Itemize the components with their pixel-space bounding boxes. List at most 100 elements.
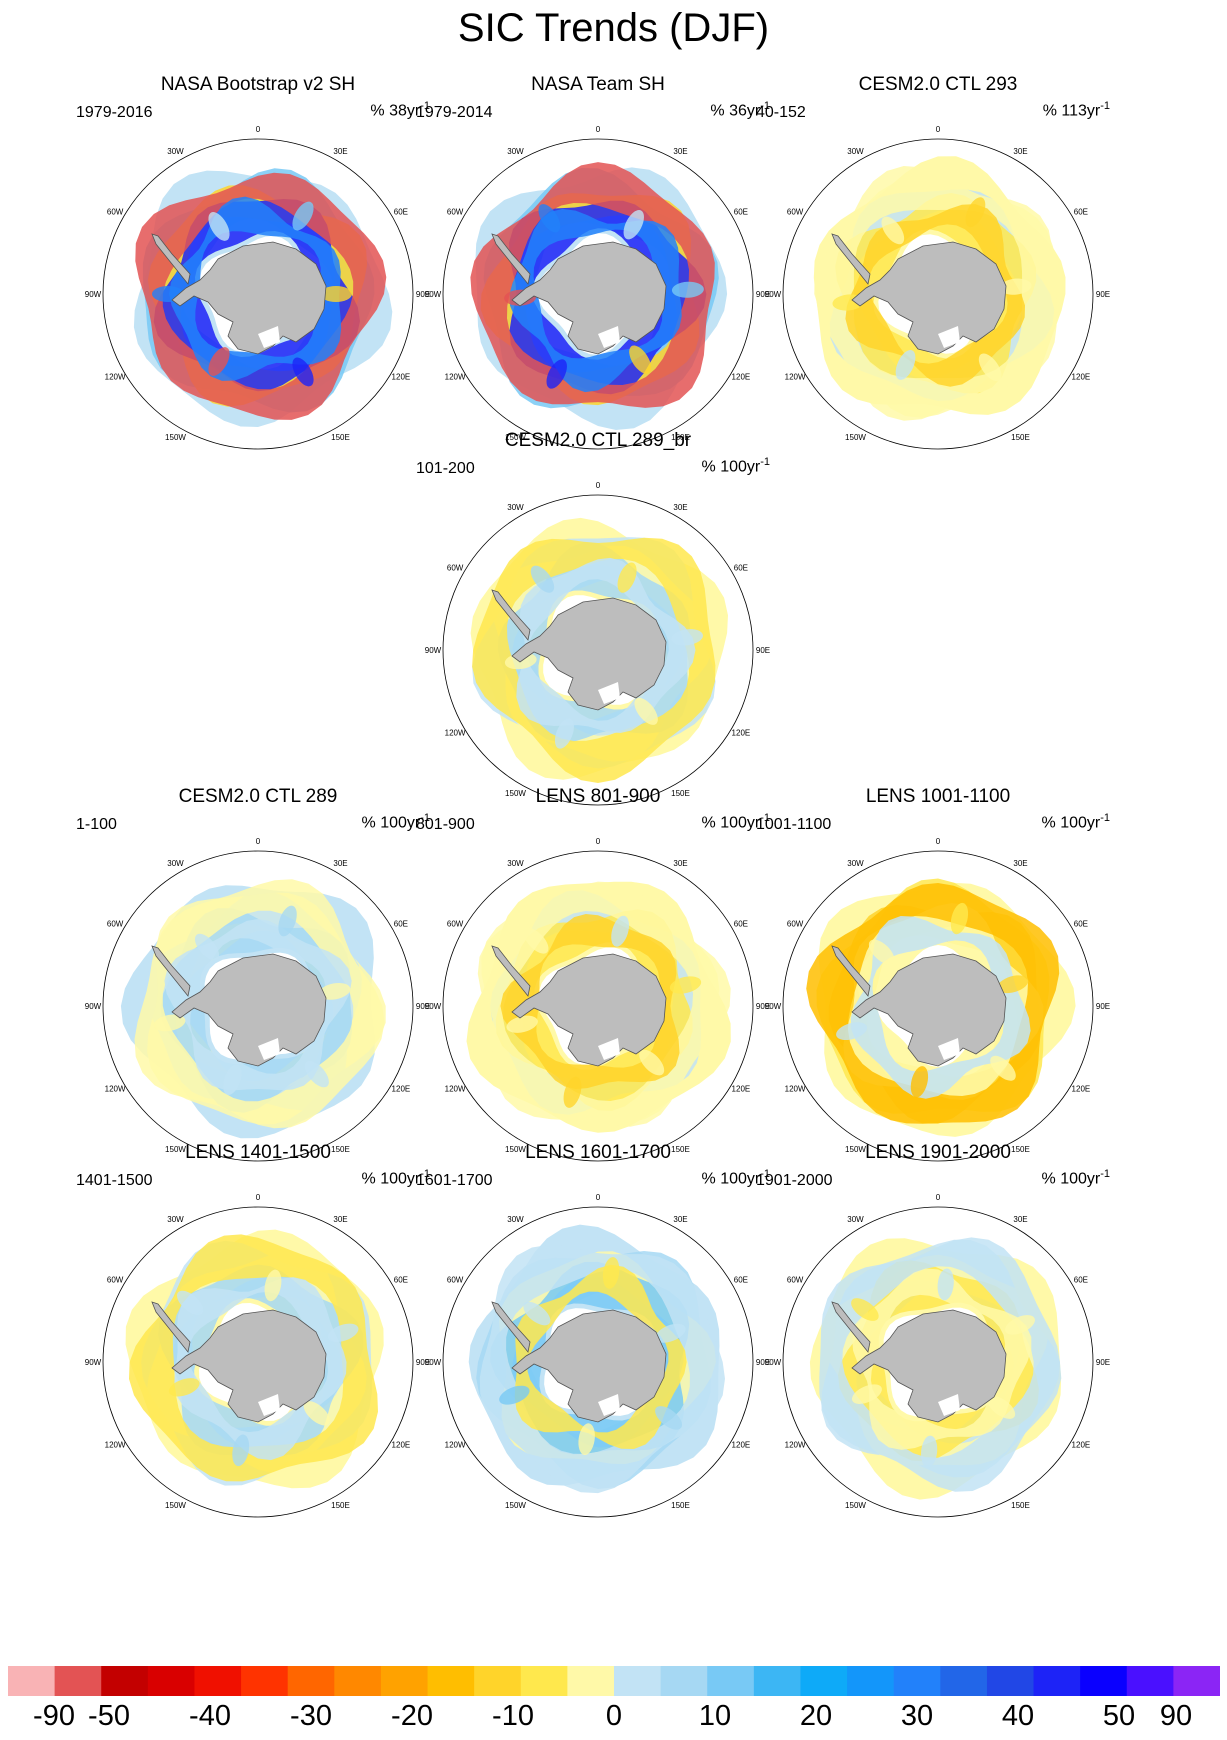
longitude-label: 90E (756, 646, 770, 655)
colorbar (8, 1666, 1220, 1696)
sic-trend-anomaly (999, 278, 1032, 295)
colorbar-tick-label: -40 (189, 1700, 231, 1732)
colorbar-tick-label: -90 (33, 1700, 75, 1732)
colorbar-swatch (8, 1666, 56, 1696)
colorbar-swatch (1033, 1666, 1081, 1696)
longitude-label: 150E (671, 789, 690, 798)
sic-trend-anomaly (629, 345, 652, 374)
longitude-label: 120W (785, 1085, 806, 1094)
antarctica-land (851, 241, 1007, 355)
map-panel: NASA Bootstrap v2 SH 1979-2016 % 38yr-1 0 30… (68, 74, 448, 454)
colorbar-swatch (847, 1666, 895, 1696)
longitude-label: 30W (507, 1215, 524, 1224)
map-panel: LENS 1001-1100 1001-1100 % 100yr-1 0 30E 60E 9… (748, 786, 1128, 1166)
antarctic-peninsula (831, 945, 871, 997)
sic-trend-anomaly (320, 286, 352, 302)
longitude-label: 30E (333, 859, 347, 868)
colorbar-swatch (474, 1666, 522, 1696)
longitude-label: 60E (394, 920, 408, 929)
colorbar-swatch (334, 1666, 382, 1696)
sic-trend-anomaly (208, 347, 230, 376)
sic-trend-field (169, 196, 342, 381)
sic-trend-anomaly (546, 359, 567, 389)
longitude-label: 90W (85, 290, 102, 299)
longitude-label: 120E (392, 373, 411, 382)
longitude-label: 150W (505, 1145, 526, 1154)
colorbar-swatch (101, 1666, 149, 1696)
sic-trend-anomaly (836, 1022, 868, 1041)
panel-period: 1601-1700 (416, 1172, 493, 1189)
longitude-label: 30W (847, 859, 864, 868)
longitude-label: 150E (671, 1145, 690, 1154)
panel-units: % 38yr-1 (370, 100, 430, 120)
longitude-label: 0 (256, 1193, 261, 1202)
longitude-label: 30E (673, 503, 687, 512)
colorbar-swatch (567, 1666, 615, 1696)
longitude-label: 30E (333, 1215, 347, 1224)
longitude-label: 0 (936, 837, 941, 846)
map-boundary (102, 138, 414, 450)
sic-trend-anomaly (292, 201, 314, 231)
sic-trend-anomaly (554, 718, 574, 749)
antarctic-peninsula (491, 233, 531, 285)
sic-trend-anomaly (208, 212, 230, 241)
longitude-label: 150E (331, 1501, 350, 1510)
ross-ice-shelf (598, 1394, 620, 1416)
antarctic-peninsula (831, 233, 871, 285)
longitude-label: 0 (596, 1193, 601, 1202)
longitude-label: 90W (425, 646, 442, 655)
map-panel: CESM2.0 CTL 289 1-100 % 100yr-1 0 30E 60E 90E 1… (68, 786, 448, 1166)
longitude-label: 90E (1096, 290, 1110, 299)
antarctica-land (511, 1309, 667, 1423)
sic-trend-anomaly (671, 281, 704, 298)
longitude-label: 150E (1011, 1145, 1030, 1154)
colorbar-swatch (520, 1666, 568, 1696)
longitude-label: 30W (507, 503, 524, 512)
colorbar-swatch (1173, 1666, 1220, 1696)
colorbar-swatch (893, 1666, 941, 1696)
panel-period: 40-152 (756, 104, 806, 121)
longitude-label: 150W (845, 1501, 866, 1510)
ross-ice-shelf (598, 326, 620, 348)
sic-trend-anomaly (499, 1385, 530, 1405)
longitude-label: 120W (445, 1441, 466, 1450)
sic-trend-anomaly (153, 1014, 186, 1032)
panel-title: LENS 801-900 (535, 786, 661, 807)
longitude-label: 120E (732, 1085, 751, 1094)
chart-title: SIC Trends (DJF) (457, 6, 770, 50)
sic-trend-anomaly (223, 1064, 242, 1096)
panel-period: 1001-1100 (756, 816, 832, 833)
longitude-label: 30W (847, 147, 864, 156)
longitude-label: 60E (1074, 208, 1088, 217)
sic-trend-anomaly (655, 1406, 683, 1430)
longitude-label: 120E (1072, 1441, 1091, 1450)
longitude-label: 60E (734, 208, 748, 217)
antarctica-land (851, 953, 1007, 1067)
colorbar-swatch (660, 1666, 708, 1696)
panel-title: NASA Team SH (531, 74, 665, 95)
longitude-label: 0 (256, 837, 261, 846)
map-boundary (782, 850, 1094, 1162)
map-boundary (102, 1206, 414, 1518)
longitude-label: 120W (105, 1085, 126, 1094)
longitude-label: 60E (734, 920, 748, 929)
sic-trend-anomaly (965, 197, 986, 228)
colorbar-swatch (986, 1666, 1035, 1696)
longitude-label: 150W (165, 1145, 186, 1154)
polar-map: 030E60E90E120E150E180150W120W90W60W30W (425, 481, 770, 806)
antarctic-peninsula (491, 1301, 531, 1353)
antarctic-peninsula (151, 945, 191, 997)
map-panel: NASA Team SH 1979-2014 % 36yr-1 0 30E 60E 90E 1… (408, 74, 788, 454)
longitude-label: 60E (734, 1276, 748, 1285)
panel-title: LENS 1401-1500 (185, 1142, 331, 1163)
panel-units: % 100yr-1 (361, 812, 430, 832)
map-boundary (442, 850, 754, 1162)
longitude-label: 120W (785, 373, 806, 382)
colorbar-labels: -90 -50 -40 -30 -20 -10 0 10 20 30 40 50 90 (8, 1700, 1220, 1740)
longitude-label: 150W (165, 433, 186, 442)
sic-trend-anomaly (523, 1301, 551, 1326)
longitude-label: 150W (845, 433, 866, 442)
colorbar-swatch (614, 1666, 662, 1696)
panel-title: LENS 1601-1700 (525, 1142, 671, 1163)
longitude-label: 120E (732, 1441, 751, 1450)
